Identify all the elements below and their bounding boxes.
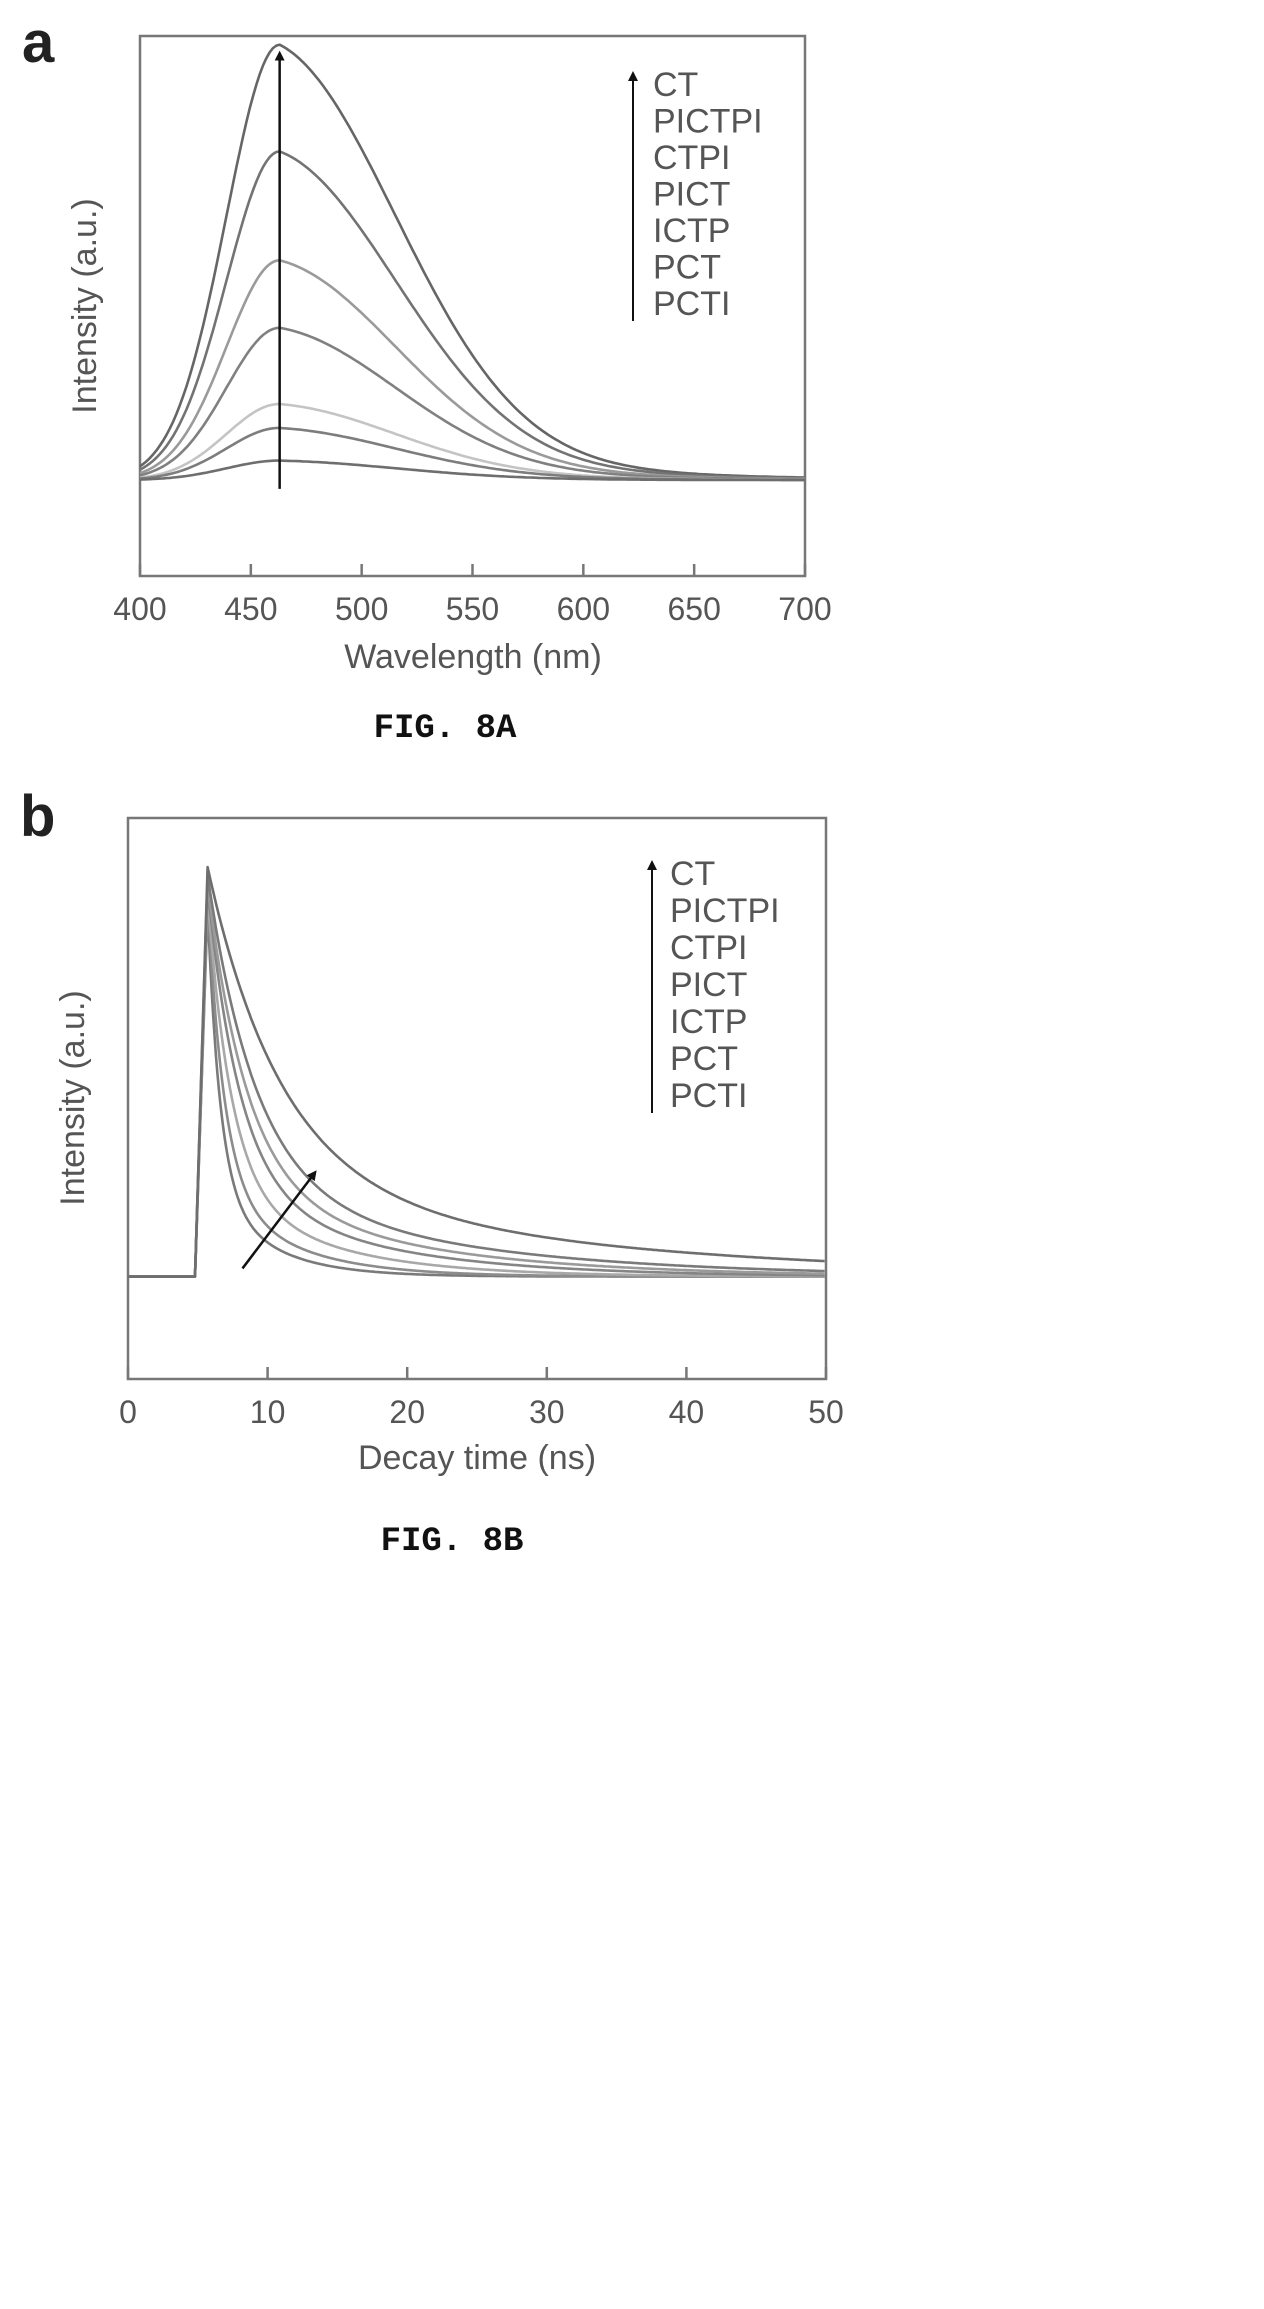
chart-a-x-tick-label: 550 bbox=[446, 591, 499, 627]
chart-a-series-line bbox=[139, 326, 806, 481]
chart-a-caption: FIG. 8A bbox=[374, 710, 517, 748]
chart-b-trend-arrow bbox=[241, 1170, 317, 1270]
chart-b-series-line bbox=[128, 874, 825, 1278]
chart-b: b 0 10 20 30 40 50 CTPICTPICTPIPICTICTPPCTPCT… bbox=[20, 784, 844, 1561]
chart-b-legend-entry: PCT bbox=[670, 1040, 738, 1078]
chart-b-x-tick-label: 40 bbox=[669, 1394, 705, 1430]
chart-b-series bbox=[128, 865, 825, 1278]
panel-letter-a: a bbox=[22, 10, 55, 75]
chart-b-x-axis-label: Decay time (ns) bbox=[358, 1439, 596, 1477]
chart-b-x-tick-label: 20 bbox=[389, 1394, 425, 1430]
chart-b-x-ticks: 0 10 20 30 40 50 bbox=[119, 1367, 844, 1430]
chart-b-x-tick-label: 30 bbox=[529, 1394, 565, 1430]
chart-b-x-tick-label: 50 bbox=[808, 1394, 844, 1430]
chart-b-legend-entry: PCTI bbox=[670, 1077, 747, 1115]
chart-a-x-tick-label: 450 bbox=[224, 591, 277, 627]
chart-a: a 400 450 500 550 600 650 700 CTPICTPICTPIPICT… bbox=[22, 10, 832, 748]
chart-b-legend-entry: PICT bbox=[670, 966, 747, 1004]
chart-b-legend-entry: PICTPI bbox=[670, 892, 780, 930]
panel-letter-b: b bbox=[20, 784, 55, 849]
chart-a-legend-entry: PCTI bbox=[653, 285, 730, 323]
chart-b-series-line bbox=[128, 894, 825, 1278]
chart-a-x-tick-label: 600 bbox=[557, 591, 610, 627]
chart-b-frame bbox=[126, 816, 828, 1381]
chart-b-legend-entry: CT bbox=[670, 855, 715, 893]
chart-a-x-ticks: 400 450 500 550 600 650 700 bbox=[113, 564, 832, 627]
chart-b-x-tick-label: 10 bbox=[250, 1394, 286, 1430]
chart-b-legend-entry: CTPI bbox=[670, 929, 747, 967]
chart-a-legend-entry: ICTP bbox=[653, 212, 730, 250]
chart-b-series-line bbox=[128, 865, 825, 1278]
chart-a-y-axis-label: Intensity (a.u.) bbox=[66, 198, 104, 413]
chart-a-x-axis-label: Wavelength (nm) bbox=[344, 638, 602, 676]
chart-a-legend-entry: PICTPI bbox=[653, 103, 763, 141]
chart-a-legend-entry: PCT bbox=[653, 249, 721, 287]
chart-a-series bbox=[139, 43, 806, 482]
chart-b-series-line bbox=[128, 886, 825, 1278]
chart-a-x-tick-label: 700 bbox=[778, 591, 831, 627]
chart-a-x-tick-label: 400 bbox=[113, 591, 166, 627]
chart-a-legend-entry: CT bbox=[653, 66, 698, 104]
chart-a-legend-entry: CTPI bbox=[653, 139, 730, 177]
chart-b-legend-entry: ICTP bbox=[670, 1003, 747, 1041]
chart-b-x-tick-label: 0 bbox=[119, 1394, 137, 1430]
chart-a-series-line bbox=[139, 459, 805, 482]
chart-b-caption: FIG. 8B bbox=[381, 1523, 524, 1561]
chart-a-series-line bbox=[139, 150, 806, 480]
chart-a-legend-entry: PICT bbox=[653, 176, 730, 214]
chart-a-x-tick-label: 650 bbox=[667, 591, 720, 627]
chart-a-x-tick-label: 500 bbox=[335, 591, 388, 627]
chart-b-y-axis-label: Intensity (a.u.) bbox=[54, 990, 92, 1205]
chart-b-series-line bbox=[128, 882, 825, 1278]
chart-a-series-line bbox=[139, 43, 806, 479]
